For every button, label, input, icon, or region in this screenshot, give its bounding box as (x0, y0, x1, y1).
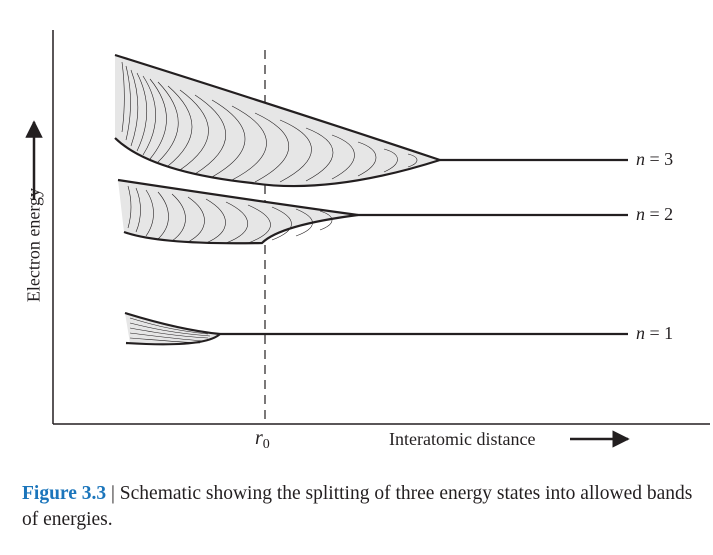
energy-level-label-n3: n = 3 (636, 149, 673, 170)
band-n1-upper-edge (124, 311, 221, 336)
band-n3-lower-edge (114, 137, 441, 188)
level-relation: = (649, 149, 660, 169)
band-n3-hatch (121, 61, 418, 183)
equilibrium-label: r0 (255, 427, 270, 453)
y-axis-label: Electron energy (23, 187, 44, 303)
caption-separator: | (106, 483, 120, 504)
x-axis-label: Interatomic distance (389, 429, 536, 449)
band-n3-upper-edge (114, 53, 441, 162)
level-variable: n (636, 323, 645, 343)
level-value: 2 (664, 204, 674, 224)
energy-band-diagram (25, 30, 710, 448)
band-n1 (124, 311, 628, 346)
level-value: 3 (664, 149, 674, 169)
caption-text: Schematic showing the splitting of three… (22, 483, 693, 530)
level-variable: n (636, 149, 645, 169)
level-value: 1 (664, 323, 674, 343)
band-n2-lower-edge (123, 213, 359, 245)
figure-caption: Figure 3.3 | Schematic showing the split… (22, 481, 702, 533)
energy-level-label-n1: n = 1 (636, 323, 673, 344)
band-n1-hatch (129, 317, 211, 344)
energy-level-label-n2: n = 2 (636, 204, 673, 225)
band-n2-upper-edge (117, 178, 359, 217)
caption-figure-label: Figure 3.3 (22, 483, 107, 504)
level-variable: n (636, 204, 645, 224)
band-n3 (114, 53, 628, 188)
level-relation: = (649, 204, 660, 224)
equilibrium-subscript: 0 (262, 437, 270, 452)
level-relation: = (649, 323, 660, 343)
band-n2 (117, 178, 628, 245)
band-n1-lower-edge (125, 333, 221, 346)
equilibrium-symbol: r (255, 427, 263, 449)
